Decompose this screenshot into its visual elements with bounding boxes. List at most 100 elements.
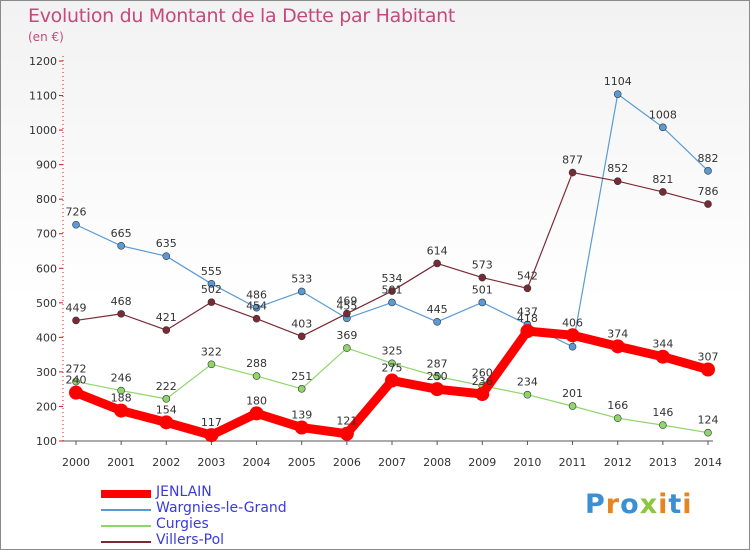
data-point [72,220,80,229]
x-tick-label: 2010 [513,456,541,469]
data-label: 455 [336,299,357,312]
data-point [613,90,622,98]
data-point [114,403,129,418]
data-point [704,167,712,175]
logo-letter: t [668,489,683,520]
x-tick-label: 2009 [468,456,496,469]
data-point [613,177,622,186]
data-point [339,426,354,441]
legend-swatch [101,490,151,498]
y-tick-label: 300 [36,366,57,379]
data-point [252,303,261,312]
x-tick-label: 2004 [243,456,271,469]
data-label: 665 [111,227,132,240]
data-point [433,372,441,381]
data-point [655,349,670,364]
data-label: 201 [562,387,583,400]
x-tick-label: 2011 [559,456,587,469]
data-label: 121 [336,415,357,428]
x-tick-label: 2012 [604,456,632,469]
data-label: 260 [472,367,493,380]
data-label: 166 [607,399,628,412]
data-point [343,344,351,352]
data-label: 501 [472,283,493,296]
y-tick-label: 1000 [29,124,57,137]
y-tick-label: 800 [36,193,57,206]
x-tick-label: 2003 [197,456,225,469]
chart-title: Evolution du Montant de la Dette par Hab… [28,5,456,27]
data-point [252,372,261,380]
data-label: 369 [336,329,357,342]
data-point [704,428,712,437]
data-label: 445 [427,303,448,316]
data-label: 486 [246,289,267,302]
y-tick-label: 1200 [29,55,57,68]
legend-label: Curgies [156,516,209,532]
data-point [568,168,577,177]
data-label: 821 [652,173,673,186]
data-point [659,123,667,132]
data-label: 573 [472,259,493,272]
data-label: 614 [427,244,448,257]
data-point [72,316,80,325]
data-point [613,414,622,423]
data-label: 344 [652,338,673,351]
data-point [69,385,83,400]
legend-label: JENLAIN [156,484,212,500]
data-label: 246 [111,372,132,385]
legend-label: Villers-Pol [156,532,225,548]
data-point [388,287,396,295]
legend-label: Wargnies-le-Grand [156,500,287,516]
legend-swatch [101,541,151,543]
data-label: 275 [382,362,403,375]
data-point [297,385,306,393]
data-label: 325 [382,344,403,357]
chart-subtitle: (en €) [28,30,64,44]
data-label: 786 [698,185,719,198]
data-point [297,287,306,296]
data-label: 877 [562,154,583,167]
logo-letter: i [682,489,693,520]
y-tick-label: 100 [36,435,57,448]
data-label: 322 [201,345,222,358]
data-label: 726 [66,206,87,219]
data-point [610,339,625,354]
data-label: 124 [698,414,719,427]
data-point [701,362,715,377]
data-label: 533 [291,272,312,285]
data-label: 555 [201,265,222,278]
data-point [162,326,171,334]
legend-swatch [101,509,151,511]
y-tick-label: 200 [36,400,57,413]
x-tick-label: 2001 [107,456,135,469]
data-label: 287 [427,357,448,370]
logo-letter: P [585,489,606,520]
data-label: 403 [291,317,312,330]
data-point [478,273,487,282]
logo-letter: i [658,489,669,520]
data-point [433,259,441,268]
data-label: 437 [517,306,538,319]
data-point [159,415,174,430]
data-label: 117 [201,416,222,429]
data-label: 852 [607,162,628,175]
data-label: 240 [66,374,87,387]
data-label: 154 [156,403,177,416]
data-point [207,280,216,288]
data-label: 882 [698,152,719,165]
y-tick-label: 1100 [29,90,57,103]
x-tick-label: 2005 [288,456,316,469]
data-point [704,200,712,208]
data-point [430,382,445,397]
data-point [294,420,309,435]
data-point [252,314,261,323]
data-label: 635 [156,237,177,250]
legend-swatch [101,525,151,527]
data-point [568,402,577,410]
x-tick-label: 2007 [378,456,406,469]
x-tick-label: 2008 [423,456,451,469]
x-tick-label: 2013 [649,456,677,469]
logo-letter: o [620,489,640,520]
y-tick-label: 700 [36,228,57,241]
